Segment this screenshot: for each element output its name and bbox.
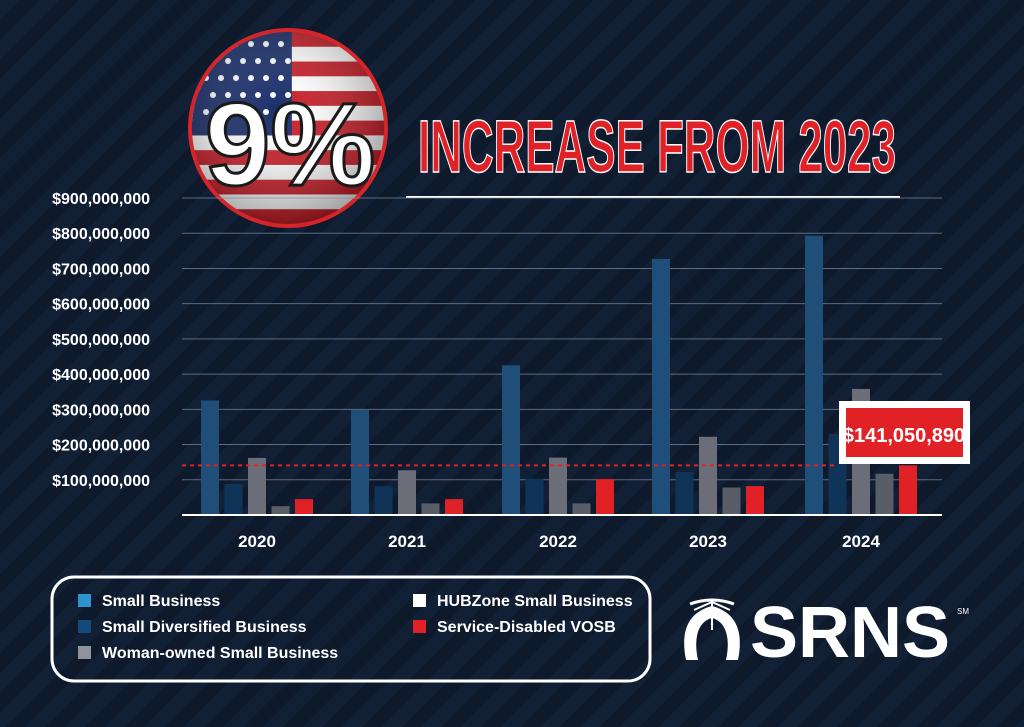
- x-tick-label: 2023: [689, 532, 727, 551]
- bars: [201, 235, 917, 515]
- bar-service-disabled-vosb-2023: [746, 486, 764, 515]
- bar-small-diversified-business-2021: [374, 486, 393, 515]
- legend-swatch: [78, 646, 91, 659]
- bar-small-business-2023: [652, 258, 670, 515]
- legend-swatch: [78, 594, 91, 607]
- bar-woman-owned-small-business-2020: [248, 457, 266, 515]
- x-axis-ticks: 2020 2021 2022 2023 2024: [238, 532, 880, 551]
- value-callout: $141,050,890: [839, 401, 970, 464]
- bar-service-disabled-vosb-2024: [899, 465, 917, 515]
- bar-hubzone-small-business-2020: [271, 506, 290, 515]
- y-tick-label: $200,000,000: [52, 438, 150, 455]
- y-tick-label: $500,000,000: [52, 332, 150, 349]
- y-tick-label: $300,000,000: [52, 402, 150, 419]
- headline: INCREASE FROM 2023: [418, 105, 896, 188]
- y-tick-label: $800,000,000: [52, 226, 150, 243]
- legend-label: Small Diversified Business: [102, 619, 307, 636]
- legend-swatch: [78, 620, 91, 633]
- bar-service-disabled-vosb-2021: [445, 499, 463, 515]
- bar-woman-owned-small-business-2023: [699, 436, 717, 515]
- bar-woman-owned-small-business-2022: [549, 457, 567, 515]
- legend: Small Business Small Diversified Business…: [50, 575, 652, 683]
- legend-swatch: [413, 594, 426, 607]
- bar-service-disabled-vosb-2020: [295, 499, 313, 515]
- callout-text: $141,050,890: [843, 425, 965, 447]
- legend-swatch: [413, 620, 426, 633]
- logo-mark-icon: [684, 598, 740, 660]
- srns-logo: SRNS SM: [684, 593, 969, 673]
- badge-percent: 9%: [205, 79, 376, 211]
- bar-service-disabled-vosb-2022: [596, 479, 614, 515]
- logo-service-mark: SM: [957, 607, 969, 616]
- bar-small-business-2024: [805, 235, 823, 515]
- bar-small-business-2020: [201, 400, 219, 515]
- y-tick-label: $600,000,000: [52, 297, 150, 314]
- legend-label: HUBZone Small Business: [437, 593, 633, 610]
- logo-text: SRNS: [750, 593, 950, 673]
- badge-shade: [192, 32, 384, 224]
- y-tick-label: $100,000,000: [52, 473, 150, 490]
- y-tick-label: $700,000,000: [52, 261, 150, 278]
- x-tick-label: 2024: [842, 532, 880, 551]
- gridlines: [182, 197, 942, 481]
- bar-small-business-2021: [351, 410, 369, 515]
- x-tick-label: 2020: [238, 532, 276, 551]
- y-tick-label: $400,000,000: [52, 367, 150, 384]
- callout-box: [846, 408, 963, 457]
- y-axis-ticks: $100,000,000 $200,000,000 $300,000,000 $400…: [52, 191, 150, 490]
- bar-hubzone-small-business-2023: [722, 487, 741, 515]
- x-tick-label: 2022: [539, 532, 577, 551]
- legend-label: Woman-owned Small Business: [102, 645, 338, 662]
- bar-small-diversified-business-2020: [224, 484, 243, 515]
- legend-label: Service-Disabled VOSB: [437, 619, 616, 636]
- bar-woman-owned-small-business-2021: [398, 470, 416, 515]
- legend-label: Small Business: [102, 593, 220, 610]
- bar-small-diversified-business-2023: [675, 472, 694, 515]
- y-tick-label: $900,000,000: [52, 191, 150, 208]
- x-tick-label: 2021: [388, 532, 426, 551]
- legend-frame: [50, 575, 652, 683]
- bar-small-business-2022: [502, 365, 520, 515]
- bar-hubzone-small-business-2024: [875, 473, 894, 515]
- bar-small-diversified-business-2022: [525, 478, 544, 515]
- bar-hubzone-small-business-2022: [572, 503, 591, 515]
- bar-hubzone-small-business-2021: [421, 503, 440, 515]
